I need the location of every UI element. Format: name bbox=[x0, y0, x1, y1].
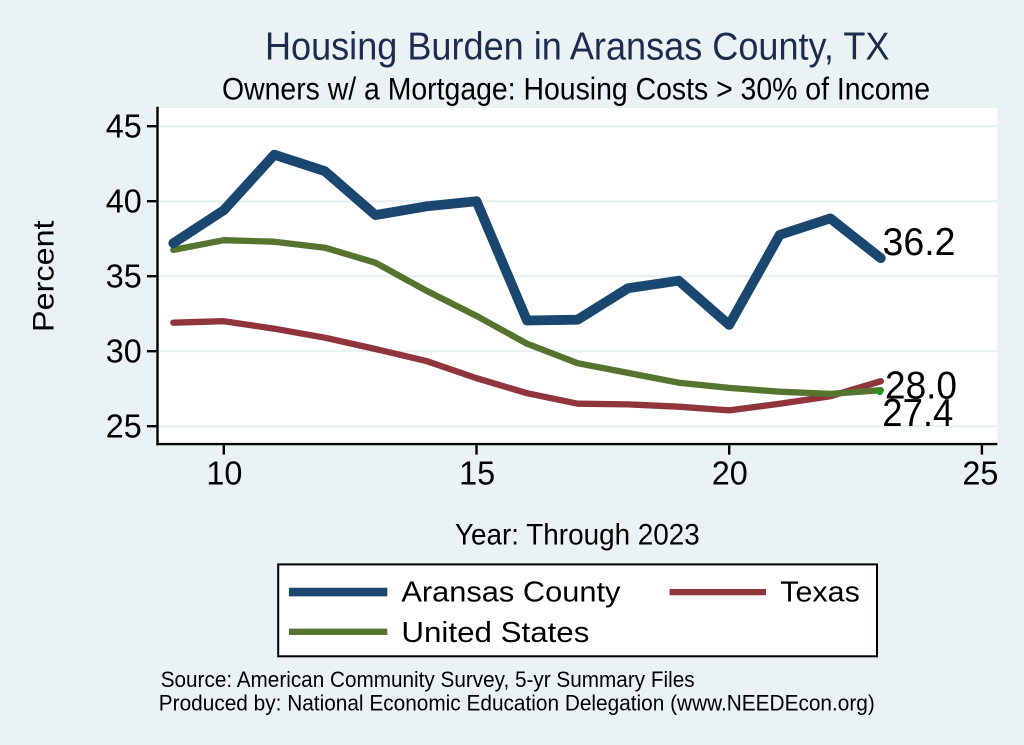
svg-text:Aransas County: Aransas County bbox=[401, 577, 621, 609]
svg-text:28.0: 28.0 bbox=[885, 365, 957, 408]
svg-text:36.2: 36.2 bbox=[883, 221, 956, 264]
svg-text:Texas: Texas bbox=[780, 577, 860, 609]
svg-text:45: 45 bbox=[106, 108, 142, 145]
svg-text:35: 35 bbox=[106, 258, 142, 295]
svg-text:Owners w/ a Mortgage: Housing: Owners w/ a Mortgage: Housing Costs > 30… bbox=[222, 71, 930, 107]
svg-text:10: 10 bbox=[206, 455, 242, 492]
svg-text:27.4: 27.4 bbox=[882, 392, 953, 435]
svg-text:Source: American Community Sur: Source: American Community Survey, 5-yr … bbox=[161, 667, 695, 692]
svg-text:20: 20 bbox=[712, 455, 748, 492]
svg-text:25: 25 bbox=[962, 455, 998, 492]
svg-text:Produced by: National Economic: Produced by: National Economic Education… bbox=[159, 691, 875, 716]
svg-text:30: 30 bbox=[106, 333, 142, 370]
svg-text:15: 15 bbox=[459, 455, 495, 492]
svg-text:25: 25 bbox=[106, 408, 142, 445]
svg-text:Housing Burden in Aransas Coun: Housing Burden in Aransas County, TX bbox=[265, 26, 890, 69]
svg-text:Year: Through 2023: Year: Through 2023 bbox=[455, 519, 700, 552]
svg-text:40: 40 bbox=[106, 183, 142, 220]
svg-text:Percent: Percent bbox=[28, 220, 61, 332]
svg-text:United States: United States bbox=[401, 617, 589, 649]
